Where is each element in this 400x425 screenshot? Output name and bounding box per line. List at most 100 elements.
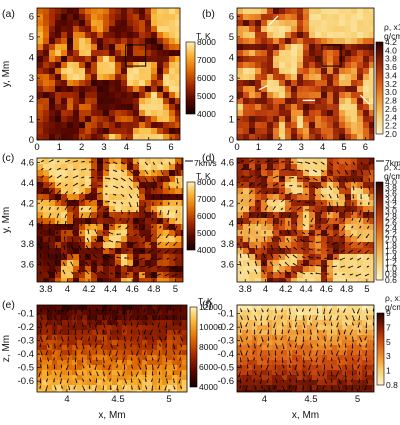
field-cell	[351, 50, 358, 57]
field-cell	[163, 86, 170, 93]
field-cell	[97, 92, 104, 99]
field-cell	[139, 92, 146, 99]
field-cell	[92, 345, 98, 351]
field-cell	[339, 110, 346, 117]
x-tick-label: 4.4	[299, 284, 312, 295]
field-cell	[97, 236, 104, 243]
field-cell	[255, 278, 262, 285]
field-cell	[79, 104, 86, 111]
field-cell	[273, 68, 280, 75]
field-cell	[49, 266, 56, 273]
y-tick-label: 4.6	[21, 157, 34, 168]
field-cell	[37, 272, 44, 279]
field-cell	[147, 305, 153, 311]
field-cell	[79, 128, 86, 135]
field-cell	[279, 260, 286, 267]
field-cell	[363, 44, 370, 51]
field-cell	[285, 26, 292, 33]
field-cell	[272, 365, 278, 371]
field-cell	[175, 14, 182, 21]
field-cell	[342, 370, 348, 376]
field-cell	[37, 134, 44, 141]
field-cell	[363, 14, 370, 21]
field-cell	[127, 254, 134, 261]
field-cell	[97, 224, 104, 231]
field-cell	[327, 110, 334, 117]
field-cell	[49, 104, 56, 111]
field-cell	[279, 104, 286, 111]
field-cell	[357, 74, 364, 81]
field-cell	[162, 365, 168, 371]
field-cell	[267, 32, 274, 39]
field-cell	[249, 26, 256, 33]
field-cell	[85, 86, 92, 93]
field-cell	[345, 98, 352, 105]
field-cell	[342, 375, 348, 381]
field-cell	[175, 104, 182, 111]
field-cell	[277, 325, 283, 331]
field-cell	[333, 68, 340, 75]
field-cell	[55, 230, 62, 237]
field-cell	[309, 182, 316, 189]
field-cell	[267, 206, 274, 213]
field-cell	[243, 68, 250, 75]
field-cell	[62, 320, 68, 326]
field-cell	[67, 134, 74, 141]
field-cell	[279, 62, 286, 69]
field-cell	[347, 360, 353, 366]
y-tick-label: -0.2	[18, 322, 34, 333]
field-cell	[297, 170, 304, 177]
field-cell	[327, 32, 334, 39]
field-cell	[363, 164, 370, 171]
field-cell	[37, 330, 43, 336]
field-cell	[357, 116, 364, 123]
field-cell	[242, 305, 248, 311]
field-cell	[132, 380, 138, 386]
field-cell	[167, 335, 173, 341]
field-cell	[115, 26, 122, 33]
field-cell	[37, 92, 44, 99]
field-cell	[369, 212, 376, 219]
field-cell	[127, 104, 134, 111]
field-cell	[37, 26, 44, 33]
field-cell	[102, 350, 108, 356]
field-cell	[49, 32, 56, 39]
field-cell	[73, 260, 80, 267]
field-cell	[347, 325, 353, 331]
field-cell	[255, 194, 262, 201]
field-cell	[297, 305, 303, 311]
field-cell	[169, 32, 176, 39]
field-cell	[249, 50, 256, 57]
field-cell	[103, 104, 110, 111]
field-cell	[139, 164, 146, 171]
field-cell	[163, 164, 170, 171]
field-cell	[73, 254, 80, 261]
field-cell	[279, 116, 286, 123]
colorbar-tick-label: 7000	[197, 55, 216, 65]
field-cell	[303, 248, 310, 255]
field-cell	[91, 98, 98, 105]
field-cell	[302, 315, 308, 321]
field-cell	[91, 14, 98, 21]
field-cell	[249, 194, 256, 201]
field-cell	[139, 80, 146, 87]
field-cell	[243, 134, 250, 141]
field-cell	[169, 122, 176, 129]
field-cell	[342, 390, 348, 396]
field-cell	[363, 68, 370, 75]
field-cell	[47, 345, 53, 351]
field-cell	[61, 218, 68, 225]
field-cell	[181, 224, 188, 231]
field-cell	[67, 182, 74, 189]
x-tick-label: 4.2	[279, 284, 292, 295]
field-cell	[67, 176, 74, 183]
field-cell	[279, 170, 286, 177]
colorbar-tick-label: 8000	[197, 37, 216, 47]
field-cell	[252, 375, 258, 381]
field-cell	[237, 360, 243, 366]
field-cell	[42, 340, 48, 346]
field-cell	[362, 390, 368, 396]
field-cell	[347, 340, 353, 346]
field-cell	[327, 134, 334, 141]
